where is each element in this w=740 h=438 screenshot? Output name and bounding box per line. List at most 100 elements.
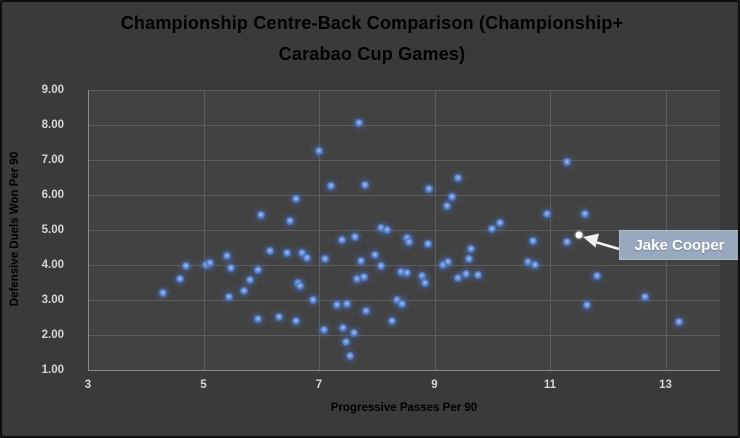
x-tick-label: 5 bbox=[200, 379, 207, 391]
data-point bbox=[360, 272, 369, 281]
data-point bbox=[291, 195, 300, 204]
data-point bbox=[424, 185, 433, 194]
data-point bbox=[580, 209, 589, 218]
data-point bbox=[562, 157, 571, 166]
data-point bbox=[353, 275, 362, 283]
gridline-y-8.00 bbox=[88, 125, 720, 126]
data-point bbox=[361, 180, 370, 189]
gridline-x-9 bbox=[434, 90, 436, 370]
data-point bbox=[254, 265, 263, 274]
data-point bbox=[473, 270, 482, 279]
data-point bbox=[392, 296, 401, 305]
data-point bbox=[421, 278, 430, 287]
data-point bbox=[338, 324, 347, 332]
data-point bbox=[362, 306, 371, 315]
data-point bbox=[345, 352, 354, 360]
x-tick-label: 11 bbox=[543, 379, 557, 391]
data-point bbox=[283, 249, 292, 258]
data-point bbox=[319, 326, 328, 335]
data-point bbox=[176, 275, 185, 283]
data-point bbox=[675, 318, 684, 327]
data-point bbox=[397, 268, 405, 277]
x-tick-label: 13 bbox=[659, 379, 672, 391]
data-point bbox=[423, 240, 432, 249]
data-point bbox=[265, 247, 274, 255]
data-point bbox=[465, 255, 474, 264]
data-point bbox=[222, 252, 231, 261]
data-point bbox=[488, 224, 497, 233]
data-point bbox=[448, 193, 457, 202]
y-tick-label: 3.00 bbox=[41, 294, 64, 306]
data-point bbox=[442, 202, 451, 211]
y-tick-label: 4.00 bbox=[41, 259, 64, 271]
data-point bbox=[239, 287, 248, 296]
data-point bbox=[543, 210, 552, 219]
data-point bbox=[303, 254, 312, 262]
chart-title-line1: Championship Centre-Back Comparison (Cha… bbox=[120, 13, 624, 33]
data-point bbox=[159, 289, 168, 297]
x-tick-label: 3 bbox=[84, 379, 92, 391]
data-point bbox=[320, 255, 329, 264]
gridline-y-6.00 bbox=[88, 195, 720, 196]
data-point bbox=[371, 250, 380, 259]
data-point bbox=[257, 210, 266, 219]
data-point bbox=[640, 293, 649, 302]
data-point bbox=[388, 317, 397, 325]
data-point bbox=[376, 261, 385, 270]
data-point bbox=[462, 269, 471, 278]
data-point bbox=[343, 299, 352, 308]
x-axis-line bbox=[88, 370, 720, 371]
data-point bbox=[341, 338, 350, 346]
gridline-y-5.00 bbox=[88, 230, 720, 231]
data-point bbox=[356, 256, 365, 265]
data-point bbox=[562, 237, 571, 246]
data-point bbox=[315, 147, 323, 156]
data-point bbox=[439, 261, 448, 270]
data-point bbox=[274, 312, 283, 321]
y-tick-label: 9.00 bbox=[41, 84, 64, 96]
data-point bbox=[227, 263, 236, 272]
data-point bbox=[355, 119, 364, 128]
data-point bbox=[528, 236, 537, 245]
data-point bbox=[418, 272, 427, 281]
data-point bbox=[291, 317, 300, 325]
gridline-x-11 bbox=[550, 90, 551, 370]
chart-title-line2: Carabao Cup Games) bbox=[278, 44, 466, 64]
data-point bbox=[295, 282, 304, 291]
data-point bbox=[496, 218, 505, 227]
data-point bbox=[592, 271, 601, 280]
data-point bbox=[402, 234, 411, 243]
data-point bbox=[297, 248, 306, 257]
x-tick-label: 7 bbox=[315, 379, 323, 391]
gridline-y-9.00 bbox=[88, 90, 720, 91]
y-tick-label: 8.00 bbox=[41, 119, 64, 131]
y-tick-label: 1.00 bbox=[41, 364, 64, 376]
data-point bbox=[350, 233, 359, 241]
data-point bbox=[453, 174, 462, 183]
data-point bbox=[444, 258, 453, 267]
data-point bbox=[206, 258, 215, 267]
data-point bbox=[453, 274, 462, 283]
data-point bbox=[338, 235, 347, 244]
y-axis-line bbox=[88, 90, 89, 370]
data-point bbox=[326, 182, 335, 191]
data-point bbox=[332, 300, 341, 309]
data-point bbox=[225, 293, 234, 302]
data-point bbox=[349, 329, 358, 338]
y-tick-label: 6.00 bbox=[41, 189, 64, 201]
y-axis-title: Defensive Duels Won Per 90 bbox=[9, 151, 21, 307]
gridline-y-7.00 bbox=[88, 160, 720, 161]
data-point bbox=[403, 268, 412, 277]
gridline-y-4.00 bbox=[88, 265, 720, 266]
data-point bbox=[377, 223, 386, 232]
data-point bbox=[182, 262, 191, 271]
data-point bbox=[466, 244, 475, 253]
chart-title: Championship Centre-Back Comparison (Cha… bbox=[2, 8, 738, 70]
data-point bbox=[582, 301, 591, 310]
annotation-label: Jake Cooper bbox=[619, 230, 738, 260]
y-tick-label: 5.00 bbox=[41, 224, 64, 236]
x-tick-label: 9 bbox=[431, 379, 438, 391]
data-point bbox=[530, 261, 539, 270]
data-point bbox=[405, 238, 414, 247]
